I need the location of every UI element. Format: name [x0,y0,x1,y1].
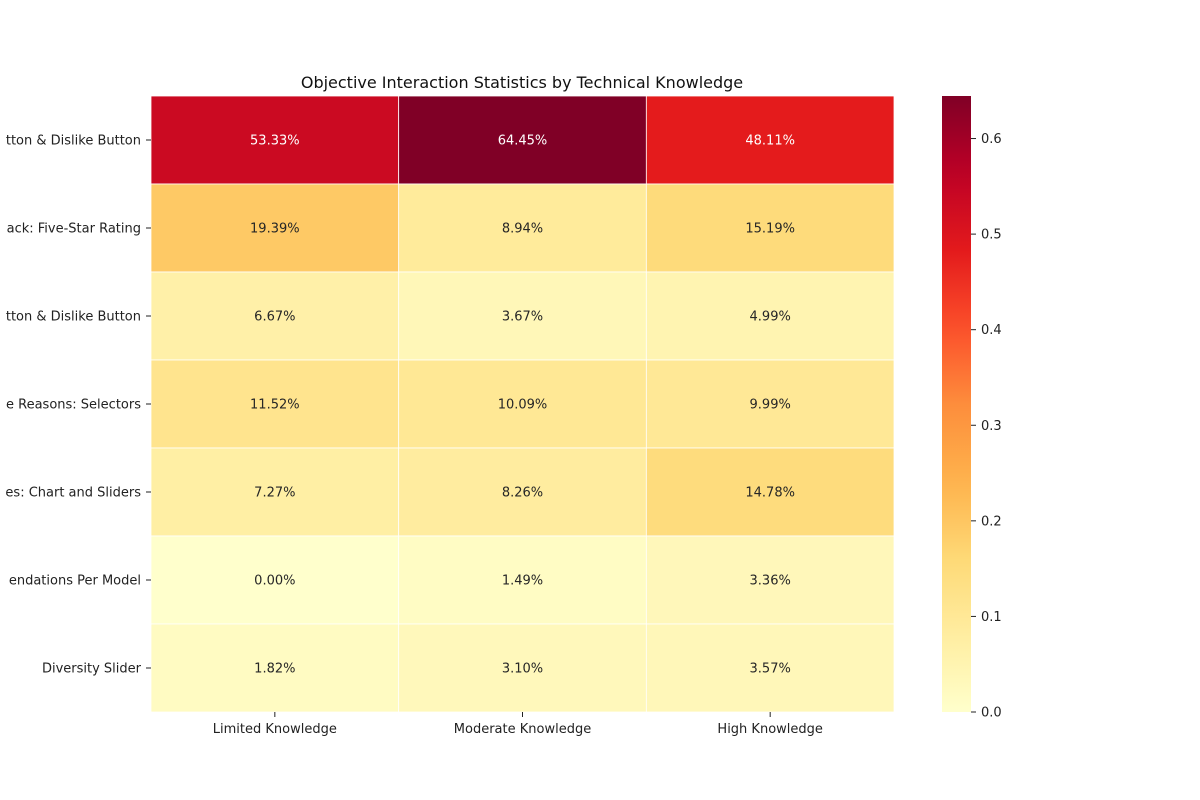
heatmap-cell [150,183,400,273]
row-labels: tton & Dislike Button ack: Five-Star Rati… [5,134,151,677]
heatmap-cell [645,623,895,713]
cell-value-label: 3.57% [750,662,791,677]
x-tick-label: Moderate Knowledge [454,722,591,737]
colorbar-tick-label: 0.0 [981,706,1002,721]
heatmap-cell [645,95,895,185]
cell-value-label: 9.99% [750,398,791,413]
y-tick-label: tton & Dislike Button [6,310,141,325]
heatmap-cell [398,623,647,713]
chart-title: Objective Interaction Statistics by Tech… [301,73,743,92]
heatmap-cell [150,447,400,537]
heatmap-cell [398,95,647,185]
heatmap-cell [150,623,400,713]
heatmap-cell [645,447,895,537]
heatmap-cell [150,95,400,185]
heatmap-cells: 53.33% 64.45% 48.11% 19.39% 8.94% 15.19% 6.67%… [150,95,895,713]
cell-value-label: 19.39% [250,222,300,237]
cell-value-label: 15.19% [745,222,795,237]
y-tick-label: e Reasons: Selectors [6,398,141,413]
cell-value-label: 7.27% [254,486,295,501]
cell-value-label: 4.99% [750,310,791,325]
cell-value-label: 6.67% [254,310,295,325]
cell-value-label: 53.33% [250,134,300,149]
y-tick-label: es: Chart and Sliders [5,486,141,501]
cell-value-label: 10.09% [498,398,548,413]
cell-value-label: 48.11% [745,134,795,149]
cell-value-label: 64.45% [498,134,548,149]
heatmap-cell [398,447,647,537]
colorbar-tick-label: 0.2 [981,514,1002,529]
colorbar-tick-label: 0.3 [981,419,1002,434]
heatmap-cell [150,271,400,361]
heatmap-cell [398,271,647,361]
x-tick-label: Limited Knowledge [213,722,337,737]
cell-value-label: 1.82% [254,662,295,677]
heatmap-cell [645,183,895,273]
y-tick-label: ack: Five-Star Rating [7,222,141,237]
y-tick-label: tton & Dislike Button [6,134,141,149]
x-tick-label: High Knowledge [717,722,822,737]
cell-value-label: 0.00% [254,574,295,589]
heatmap-cell [645,359,895,449]
column-labels: Limited Knowledge Moderate Knowledge High … [213,712,823,737]
cell-value-label: 3.67% [502,310,543,325]
heatmap-cell [398,183,647,273]
colorbar-tick-label: 0.4 [981,323,1002,338]
cell-value-label: 8.26% [502,486,543,501]
cell-value-label: 14.78% [745,486,795,501]
heatmap-cell [150,359,400,449]
y-tick-label: endations Per Model [9,574,141,589]
colorbar-tick-label: 0.6 [981,132,1002,147]
cell-value-label: 3.36% [750,574,791,589]
colorbar-tick-label: 0.5 [981,228,1002,243]
heatmap-cell [398,535,647,625]
cell-value-label: 11.52% [250,398,300,413]
cell-value-label: 3.10% [502,662,543,677]
cell-value-label: 1.49% [502,574,543,589]
colorbar-tick-label: 0.1 [981,610,1002,625]
colorbar-gradient [942,96,971,712]
y-tick-label: Diversity Slider [42,662,142,677]
heatmap-cell [645,535,895,625]
cell-value-label: 8.94% [502,222,543,237]
colorbar: 0.0 0.1 0.2 0.3 0.4 0.5 0.6 [942,96,1002,721]
